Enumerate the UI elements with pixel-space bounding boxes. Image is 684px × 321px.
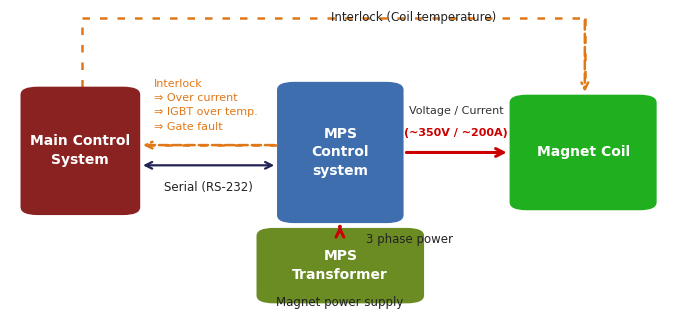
- FancyBboxPatch shape: [277, 82, 404, 223]
- FancyBboxPatch shape: [256, 228, 424, 303]
- Text: Magnet power supply: Magnet power supply: [276, 296, 404, 309]
- Text: (~350V / ~200A): (~350V / ~200A): [404, 128, 508, 138]
- Text: 3 phase power: 3 phase power: [366, 233, 453, 246]
- Text: Serial (RS-232): Serial (RS-232): [164, 181, 253, 194]
- Text: Magnet Coil: Magnet Coil: [536, 145, 630, 160]
- Text: Interlock (Coil temperature): Interlock (Coil temperature): [331, 11, 497, 24]
- Text: MPS
Transformer: MPS Transformer: [292, 249, 389, 282]
- FancyBboxPatch shape: [21, 87, 140, 215]
- FancyBboxPatch shape: [510, 95, 657, 210]
- Text: Main Control
System: Main Control System: [30, 134, 131, 167]
- Text: Interlock
⇒ Over current
⇒ IGBT over temp.
⇒ Gate fault: Interlock ⇒ Over current ⇒ IGBT over tem…: [154, 79, 258, 132]
- Text: MPS
Control
system: MPS Control system: [311, 126, 369, 178]
- Text: Voltage / Current: Voltage / Current: [409, 106, 503, 116]
